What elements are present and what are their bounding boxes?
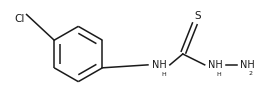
Text: H: H: [217, 72, 221, 77]
Text: NH: NH: [239, 60, 254, 70]
Text: NH: NH: [208, 60, 222, 70]
Text: NH: NH: [152, 60, 167, 70]
Text: 2: 2: [248, 71, 253, 76]
Text: S: S: [194, 11, 201, 21]
Text: Cl: Cl: [15, 14, 25, 24]
Text: H: H: [161, 72, 166, 77]
